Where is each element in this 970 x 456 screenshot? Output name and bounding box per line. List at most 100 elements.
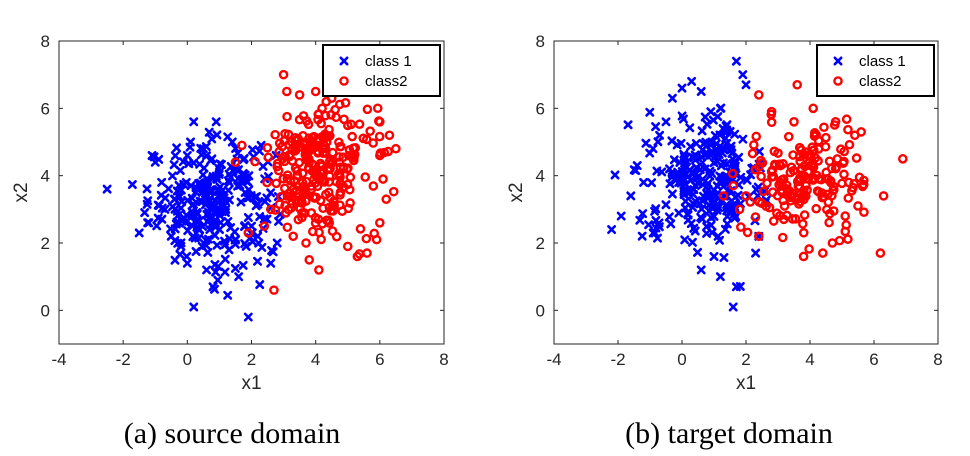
data-point-class-1 xyxy=(667,189,677,199)
data-point-class2 xyxy=(282,222,293,233)
data-point-class-1 xyxy=(674,177,684,187)
data-point-class-1 xyxy=(233,174,243,184)
data-point-class-1 xyxy=(720,126,730,136)
data-point-class-1 xyxy=(730,161,740,171)
data-point-class-1 xyxy=(697,126,707,136)
data-point-class2 xyxy=(331,231,342,242)
data-point-class2 xyxy=(281,208,291,218)
data-point-class2 xyxy=(302,144,313,154)
data-point-class2 xyxy=(262,177,272,188)
data-point-class2 xyxy=(335,187,346,198)
data-point-class-1 xyxy=(234,272,244,282)
data-point-class2 xyxy=(782,184,792,194)
data-point-class2 xyxy=(335,141,345,152)
data-point-class-1 xyxy=(170,151,180,161)
axis-ticks: -4 -2 0 2 4 6 8 0 2 4 6 8 xyxy=(41,32,449,369)
data-point-class-1 xyxy=(644,220,654,230)
data-point-class-1 xyxy=(652,166,662,176)
data-point-class-1 xyxy=(697,196,707,206)
data-point-class-1 xyxy=(224,245,234,255)
data-point-class-1 xyxy=(212,240,222,250)
data-point-class2 xyxy=(362,104,373,115)
data-point-class2 xyxy=(290,145,301,156)
scatter-points xyxy=(102,69,401,322)
data-point-class-1 xyxy=(189,158,199,168)
data-point-class2 xyxy=(349,153,359,163)
data-point-class-1 xyxy=(198,170,208,180)
data-point-class2 xyxy=(749,140,759,150)
data-point-class-1 xyxy=(666,219,676,229)
data-point-class-1 xyxy=(702,228,712,238)
data-point-class-1 xyxy=(244,171,254,181)
data-point-class2 xyxy=(360,172,371,182)
data-point-class-1 xyxy=(160,193,170,203)
y-tick-label: 0 xyxy=(41,301,50,320)
data-point-class2 xyxy=(335,178,346,189)
data-point-class-1 xyxy=(189,302,199,312)
data-point-class2 xyxy=(316,234,326,245)
data-point-class-1 xyxy=(610,170,620,180)
data-point-class2 xyxy=(821,132,831,143)
data-point-class-1 xyxy=(102,184,112,194)
y-axis-label: x2 xyxy=(506,182,527,202)
data-point-class-1 xyxy=(700,150,710,160)
data-point-class-1 xyxy=(259,214,269,224)
data-point-class-1 xyxy=(661,117,671,127)
data-point-class-1 xyxy=(207,134,217,144)
legend-marker-class-1 xyxy=(833,56,843,66)
data-point-class-1 xyxy=(167,171,177,181)
data-point-class2 xyxy=(284,191,295,202)
x-tick-label: 6 xyxy=(375,350,384,369)
data-point-class2 xyxy=(304,255,315,265)
data-point-class2 xyxy=(741,191,751,201)
data-point-class-1 xyxy=(211,117,221,127)
data-point-class2 xyxy=(362,248,372,258)
data-point-class2 xyxy=(828,185,838,196)
data-point-class2 xyxy=(875,248,886,258)
data-point-class-1 xyxy=(702,182,712,192)
data-point-class2 xyxy=(368,181,379,191)
data-point-class2 xyxy=(335,162,346,173)
data-point-class2 xyxy=(314,175,325,185)
data-point-class2 xyxy=(230,157,241,167)
data-point-class-1 xyxy=(170,204,180,214)
data-point-class2 xyxy=(328,206,338,216)
data-point-class2 xyxy=(811,203,822,214)
data-point-class2 xyxy=(329,200,339,211)
data-point-class-1 xyxy=(691,138,701,148)
data-point-class2 xyxy=(830,117,841,127)
data-point-class-1 xyxy=(202,265,212,275)
data-point-class-1 xyxy=(213,275,223,285)
legend-marker xyxy=(833,56,843,66)
data-point-class-1 xyxy=(697,204,707,214)
data-point-class2 xyxy=(758,186,769,197)
data-point-class-1 xyxy=(676,138,686,148)
data-point-class2 xyxy=(856,127,867,137)
data-point-class2 xyxy=(378,174,388,184)
data-point-class-1 xyxy=(182,251,192,261)
data-point-class2 xyxy=(844,139,855,150)
data-point-class2 xyxy=(768,216,779,226)
data-point-class2 xyxy=(280,151,290,162)
data-point-class-1 xyxy=(253,199,263,209)
data-point-class-1 xyxy=(707,168,717,178)
data-point-class-1 xyxy=(226,172,236,182)
data-point-class-1 xyxy=(210,260,220,270)
data-point-class2 xyxy=(750,212,761,222)
y-tick-label: 6 xyxy=(41,99,50,118)
data-point-class2 xyxy=(375,217,385,228)
data-point-class2 xyxy=(298,130,308,141)
data-point-class2 xyxy=(798,251,809,262)
data-point-class-1 xyxy=(166,231,176,241)
scatter-points xyxy=(607,56,908,312)
data-point-class2 xyxy=(286,203,296,213)
data-point-class-1 xyxy=(192,208,202,218)
data-point-class2 xyxy=(736,222,746,232)
data-point-class-1 xyxy=(687,237,697,247)
data-point-class-1 xyxy=(683,188,693,198)
data-point-class2 xyxy=(324,164,335,174)
data-point-class2 xyxy=(843,193,854,203)
data-point-class-1 xyxy=(220,254,230,264)
data-point-class2 xyxy=(742,227,753,238)
data-point-class-1 xyxy=(693,179,703,189)
